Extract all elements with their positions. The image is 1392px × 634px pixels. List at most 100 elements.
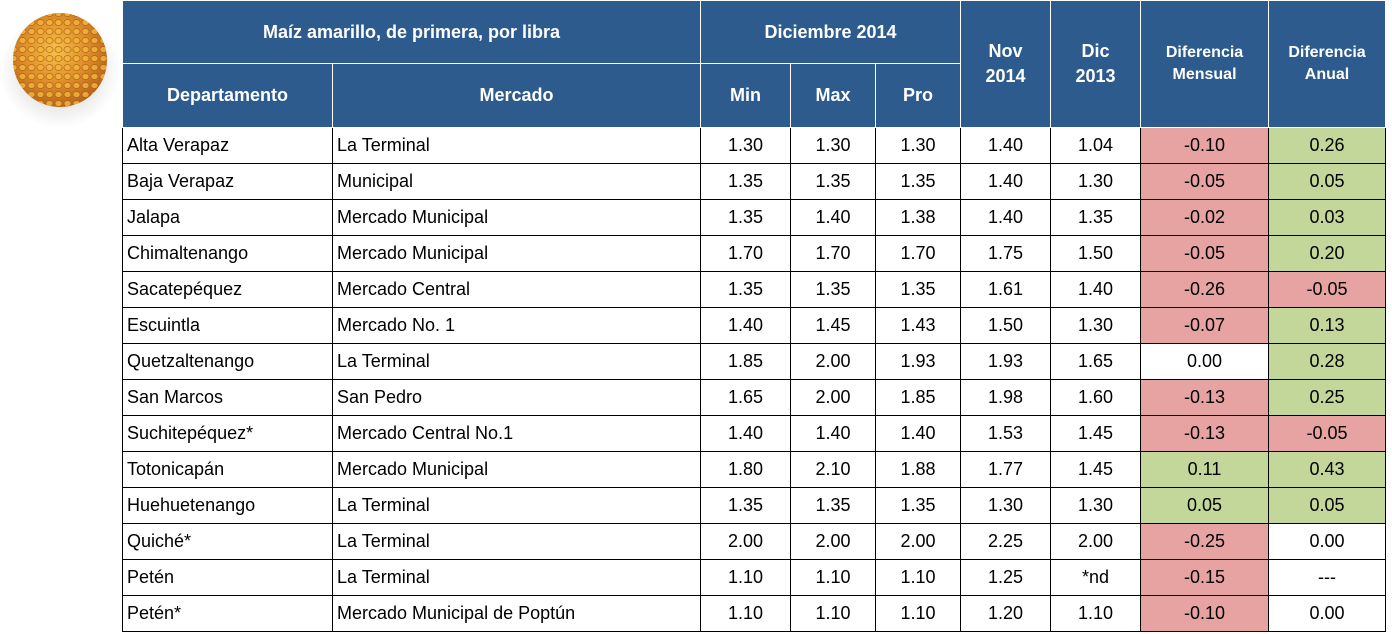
table-row: Quiché* La Terminal 2.00 2.00 2.00 2.25 2.00 -0… [122,523,1387,560]
price-cell: 1.10 [790,595,876,632]
text-cell: Escuintla [122,307,333,344]
price-cell: 1.40 [790,415,876,452]
column-header: Departamento [122,63,333,128]
price-cell: 1.60 [1050,379,1142,416]
price-cell: 1.20 [960,595,1052,632]
difference-cell: -0.07 [1140,307,1270,344]
text-cell: La Terminal [332,523,701,560]
text-cell: Mercado Municipal [332,199,701,236]
price-cell: 1.93 [960,343,1052,380]
difference-cell: -0.10 [1140,127,1270,164]
column-header: Mercado [332,63,701,128]
price-cell: 1.30 [1050,163,1142,200]
text-cell: Alta Verapaz [122,127,333,164]
price-cell: 1.30 [790,127,876,164]
table-row: Petén* Mercado Municipal de Poptún 1.10 1.1… [122,595,1387,632]
price-cell: 1.35 [700,487,791,524]
price-cell: 1.35 [700,199,791,236]
price-cell: 1.77 [960,451,1052,488]
price-cell: 1.38 [874,199,962,236]
difference-cell: -0.25 [1140,523,1270,560]
price-cell: 2.00 [874,523,962,560]
column-header: Diferencia Mensual [1165,43,1244,83]
difference-cell: 0.13 [1268,307,1387,344]
price-cell: 1.10 [700,595,791,632]
column-header: Pro [874,63,962,128]
text-cell: Mercado No. 1 [332,307,701,344]
text-cell: Totonicapán [122,451,333,488]
price-cell: 1.10 [700,559,791,596]
price-cell: 1.61 [960,271,1052,308]
difference-cell: --- [1268,559,1387,596]
price-cell: 1.45 [790,307,876,344]
text-cell: La Terminal [332,559,701,596]
difference-cell: -0.05 [1268,415,1387,452]
text-cell: La Terminal [332,487,701,524]
difference-cell: 0.20 [1268,235,1387,272]
price-cell: 1.50 [1050,235,1142,272]
price-cell: 1.35 [790,271,876,308]
price-cell: 1.75 [960,235,1052,272]
text-cell: La Terminal [332,127,701,164]
price-cell: *nd [1050,559,1142,596]
difference-cell: 0.26 [1268,127,1387,164]
price-cell: 1.30 [874,127,962,164]
difference-cell: -0.26 [1140,271,1270,308]
price-cell: 1.40 [1050,271,1142,308]
price-cell: 1.30 [1050,307,1142,344]
column-header: Diferencia Anual [1288,43,1366,83]
price-cell: 1.70 [874,235,962,272]
price-cell: 1.85 [874,379,962,416]
difference-cell: 0.11 [1140,451,1270,488]
text-cell: Quetzaltenango [122,343,333,380]
price-cell: 1.35 [874,487,962,524]
price-cell: 1.10 [874,559,962,596]
difference-cell: 0.00 [1268,595,1387,632]
price-cell: 1.85 [700,343,791,380]
price-cell: 1.65 [1050,343,1142,380]
price-cell: 1.93 [874,343,962,380]
text-cell: Quiché* [122,523,333,560]
price-cell: 2.10 [790,451,876,488]
difference-cell: 0.28 [1268,343,1387,380]
text-cell: San Marcos [122,379,333,416]
price-cell: 1.45 [1050,451,1142,488]
table-row: Baja Verapaz Municipal 1.35 1.35 1.35 1.40 1.3… [122,163,1387,200]
price-cell: 1.45 [1050,415,1142,452]
table-row: San Marcos San Pedro 1.65 2.00 1.85 1.98 1.60-… [122,379,1387,416]
table-row: Totonicapán Mercado Municipal 1.80 2.10 1.88… [122,451,1387,488]
price-cell: 1.70 [790,235,876,272]
price-cell: 1.35 [790,163,876,200]
price-cell: 1.40 [960,163,1052,200]
text-cell: Sacatepéquez [122,271,333,308]
text-cell: Mercado Municipal de Poptún [332,595,701,632]
period-header: Diciembre 2014 [699,0,962,64]
text-cell: Mercado Municipal [332,451,701,488]
price-cell: 1.25 [960,559,1052,596]
table-row: Petén La Terminal 1.10 1.10 1.10 1.25 *nd -0.15… [122,559,1387,596]
price-cell: 1.10 [874,595,962,632]
price-cell: 1.30 [700,127,791,164]
price-cell: 2.00 [790,379,876,416]
table-row: Sacatepéquez Mercado Central 1.35 1.35 1.35 1… [122,271,1387,308]
price-cell: 1.43 [874,307,962,344]
difference-cell: -0.05 [1268,271,1387,308]
price-cell: 1.40 [960,199,1052,236]
table-row: Quetzaltenango La Terminal 1.85 2.00 1.93 1.9… [122,343,1387,380]
difference-cell: -0.05 [1140,163,1270,200]
price-cell: 1.35 [700,163,791,200]
text-cell: Mercado Municipal [332,235,701,272]
text-cell: Mercado Central No.1 [332,415,701,452]
column-header: Max [790,63,876,128]
price-cell: 1.35 [874,163,962,200]
text-cell: Mercado Central [332,271,701,308]
price-cell: 1.88 [874,451,962,488]
difference-cell: 0.00 [1140,343,1270,380]
price-cell: 1.10 [790,559,876,596]
difference-cell: -0.05 [1140,235,1270,272]
price-cell: 2.00 [700,523,791,560]
price-cell: 1.35 [874,271,962,308]
text-cell: Baja Verapaz [122,163,333,200]
text-cell: Huehuetenango [122,487,333,524]
